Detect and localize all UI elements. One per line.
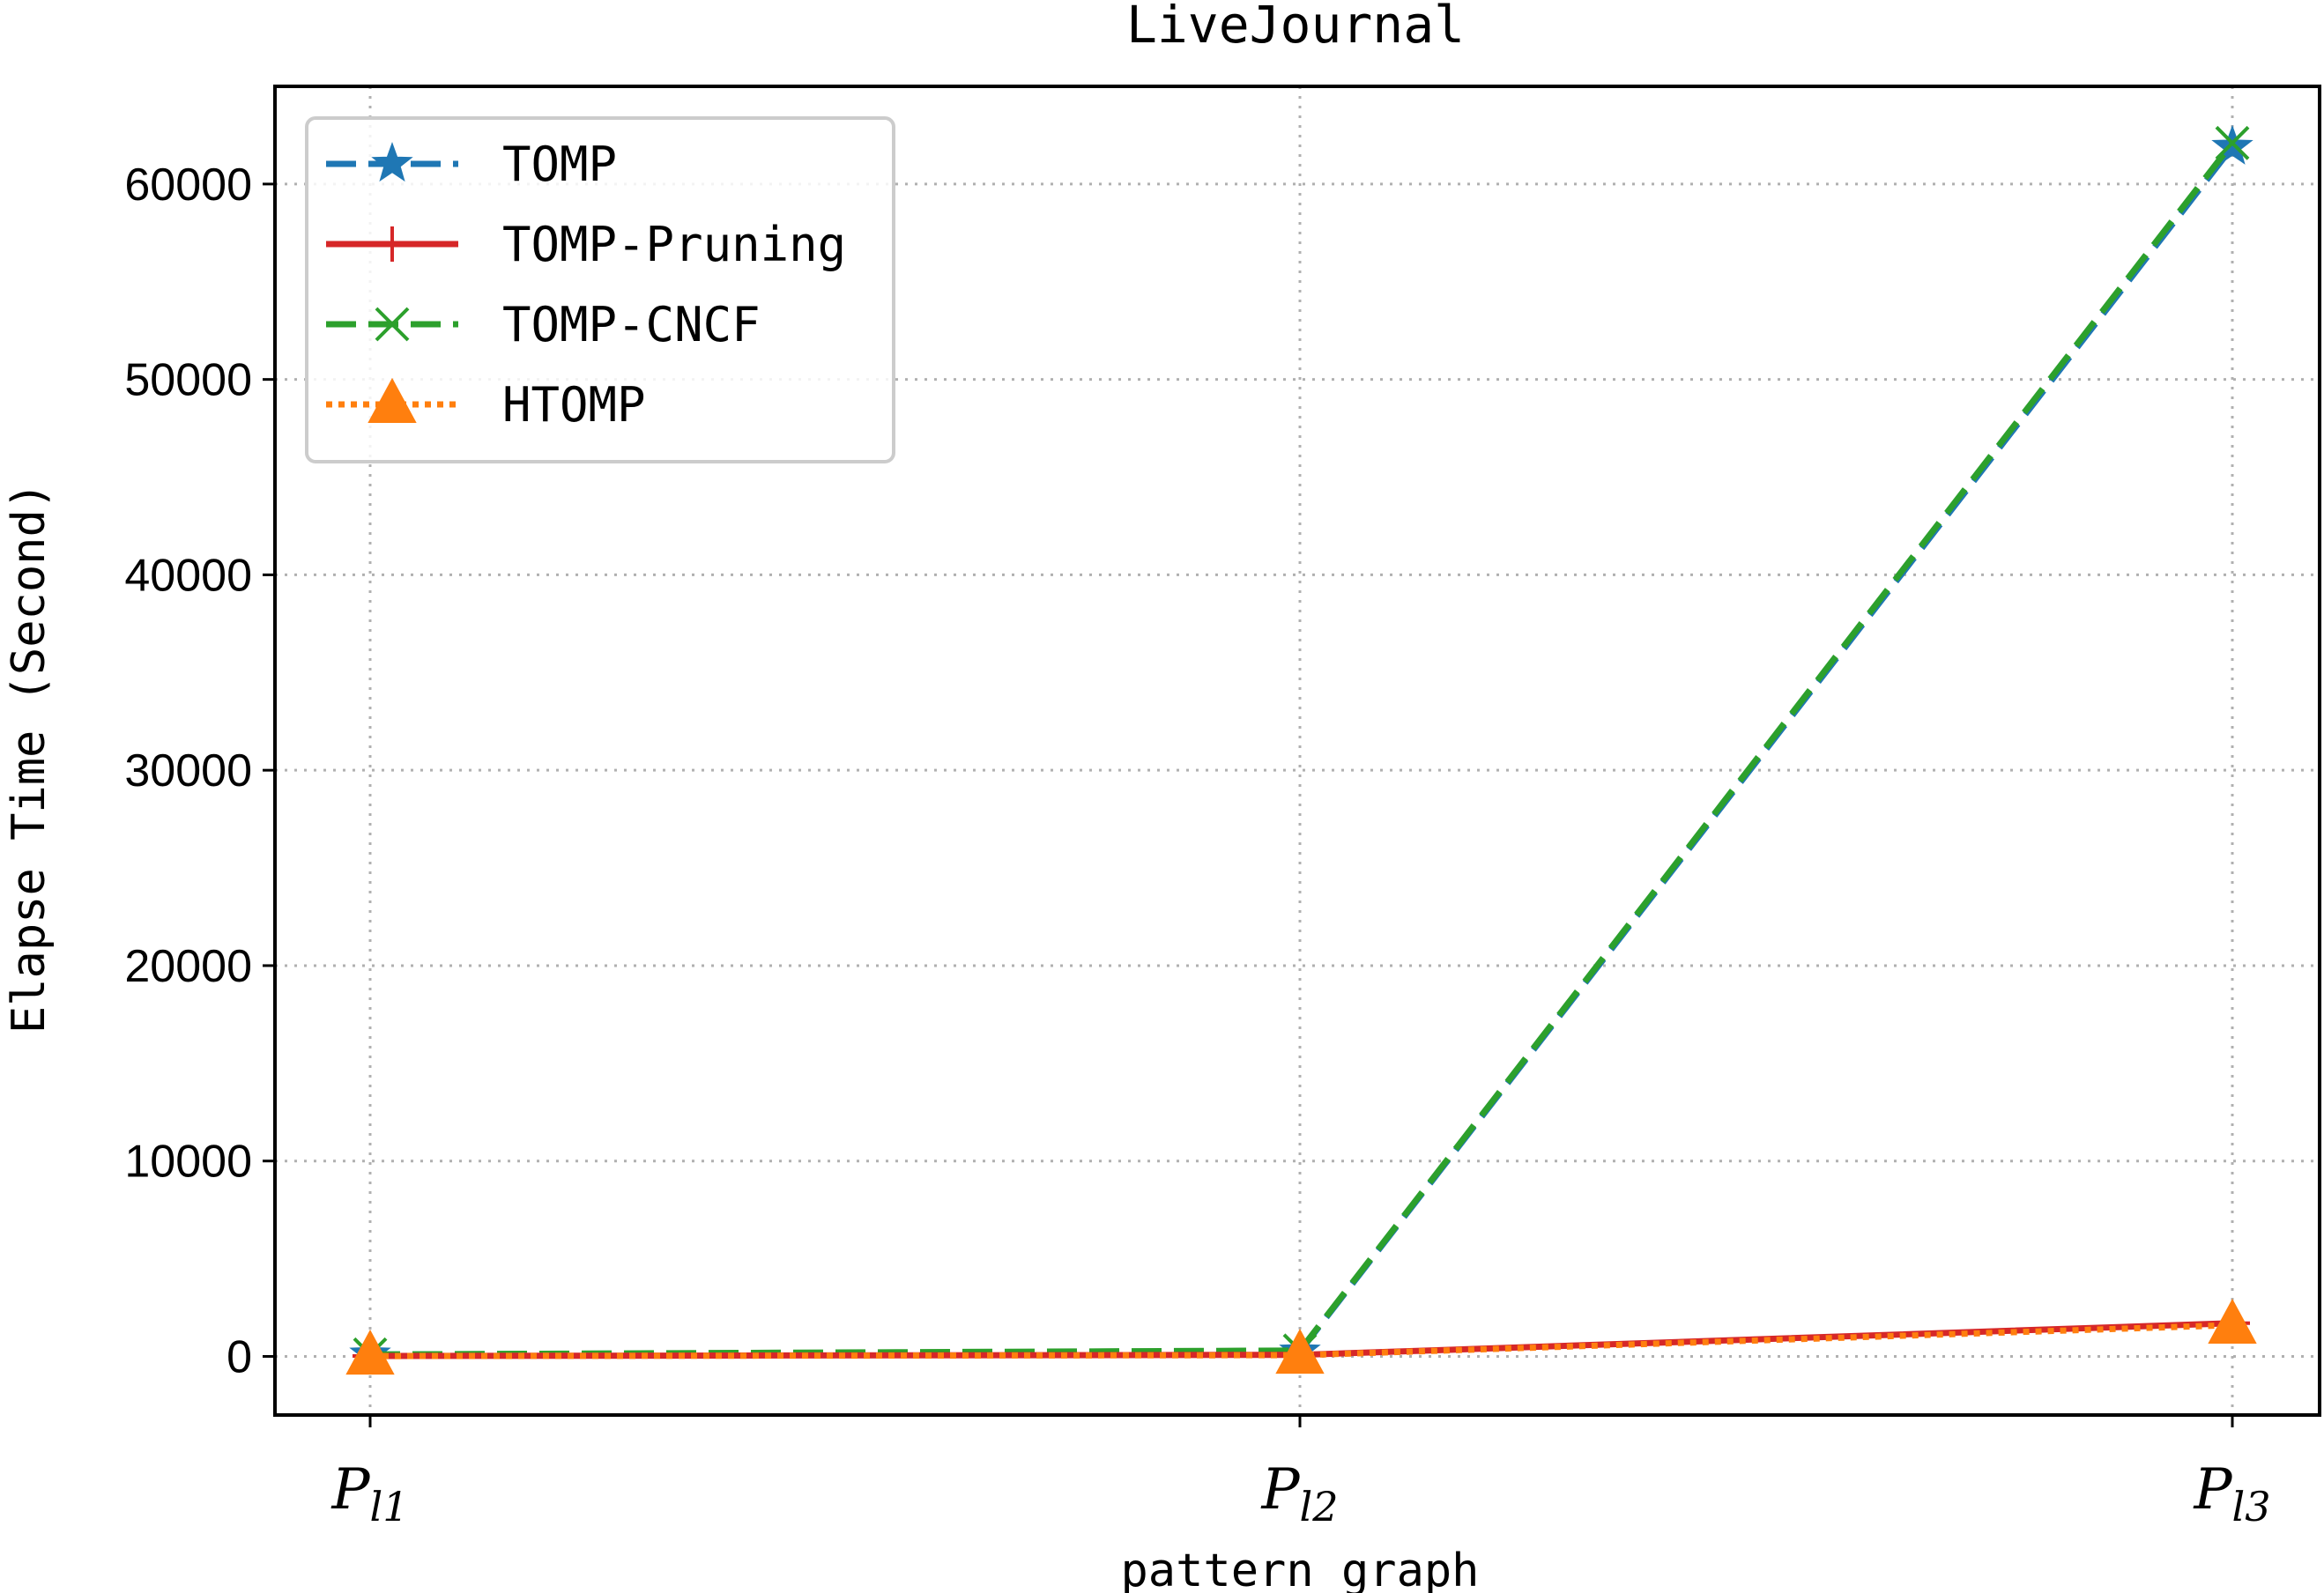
data-point-tomp-cncf bbox=[2215, 125, 2250, 160]
x-tick-label: Pl3 bbox=[2193, 1457, 2270, 1530]
plot-frame bbox=[273, 85, 2321, 1417]
y-tick-label: 0 bbox=[226, 1331, 252, 1382]
x-tick-label: Pl2 bbox=[1260, 1457, 1338, 1530]
data-point-htomp bbox=[2208, 1298, 2257, 1344]
y-tick-label: 50000 bbox=[124, 355, 252, 406]
legend-swatch-marker bbox=[371, 142, 413, 182]
axis-ticks: 0 10000 20000 30000 40000 50000 60000 Pl1 Pl2 Pl3 bbox=[124, 159, 2270, 1530]
y-tick-label: 60000 bbox=[124, 159, 252, 211]
data-point-htomp bbox=[345, 1330, 395, 1375]
y-tick-label: 30000 bbox=[124, 745, 252, 796]
legend-swatch-marker bbox=[375, 226, 410, 262]
legend-item-tomp: TOMP bbox=[326, 137, 617, 192]
legend: TOMP TOMP-Pruning TOMP-CNCF HTOMP bbox=[305, 116, 895, 463]
x-tick-label: Pl1 bbox=[330, 1457, 408, 1530]
x-axis-label: pattern graph bbox=[1121, 1545, 1480, 1593]
y-tick-label: 10000 bbox=[124, 1137, 252, 1188]
chart-title: LiveJournal bbox=[1126, 0, 1465, 55]
legend-label: TOMP-Pruning bbox=[502, 217, 846, 272]
legend-item-htomp: HTOMP bbox=[326, 377, 646, 433]
series-lines bbox=[345, 124, 2257, 1375]
legend-label: TOMP bbox=[502, 137, 617, 192]
legend-label: HTOMP bbox=[502, 377, 646, 433]
legend-item-tomp-cncf: TOMP-CNCF bbox=[326, 297, 761, 352]
y-tick-label: 40000 bbox=[124, 550, 252, 601]
legend-swatch-marker bbox=[368, 377, 417, 423]
legend-swatch-marker bbox=[375, 307, 410, 342]
y-axis-label: Elapse Time (Second) bbox=[3, 482, 56, 1034]
y-tick-label: 20000 bbox=[124, 941, 252, 992]
series-htomp bbox=[345, 1298, 2257, 1375]
data-point-htomp bbox=[1275, 1329, 1325, 1374]
legend-item-tomp-pruning: TOMP-Pruning bbox=[326, 217, 846, 272]
legend-frame bbox=[305, 116, 895, 463]
legend-label: TOMP-CNCF bbox=[502, 297, 761, 352]
